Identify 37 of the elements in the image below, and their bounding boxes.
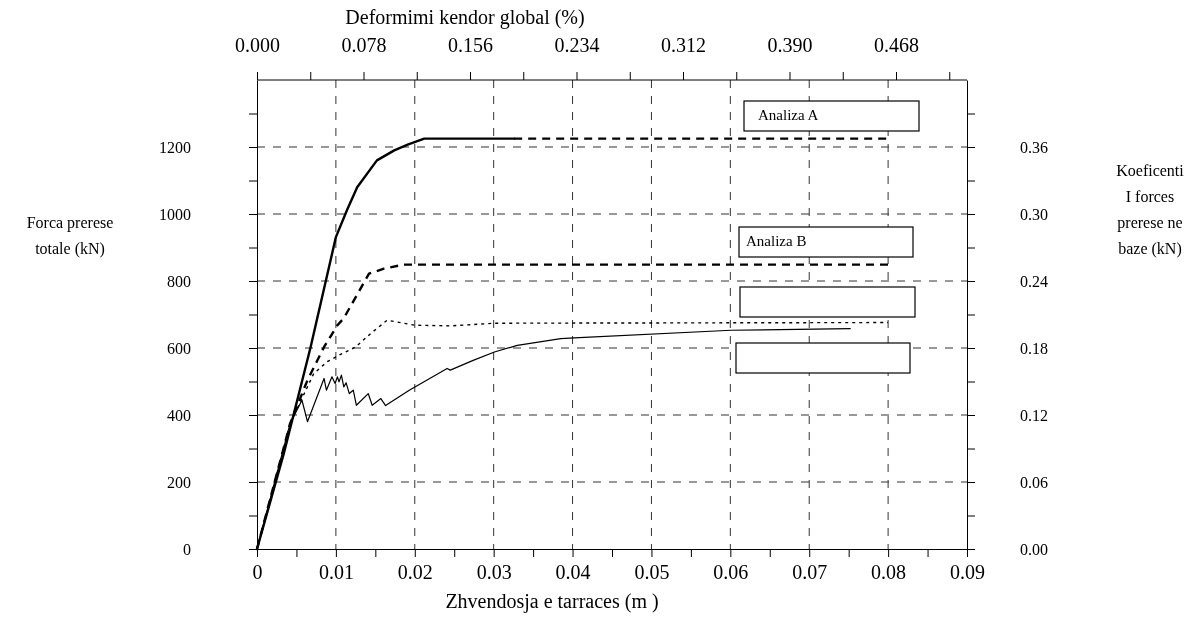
x-tick-label: 0.09 bbox=[950, 561, 985, 584]
y2-tick-label: 0.36 bbox=[1020, 138, 1048, 156]
x-tick-label: 0.02 bbox=[397, 561, 433, 584]
y2-tick-label: 0.30 bbox=[1020, 205, 1048, 223]
y2-axis-title: Koeficenti I forces prerese ne baze (kN) bbox=[1116, 162, 1185, 258]
x-tick-label: 0 bbox=[252, 561, 263, 584]
x-tick-label: 0.05 bbox=[634, 561, 670, 584]
x2-tick-label: 0.390 bbox=[767, 34, 813, 56]
y-tick-label: 200 bbox=[167, 473, 191, 491]
x2-tick-label: 0.156 bbox=[448, 34, 493, 56]
x-axis-title: Zhvendosja e tarraces (m ) bbox=[445, 590, 659, 613]
y-tick-label: 1000 bbox=[159, 205, 191, 223]
y-tick-label: 600 bbox=[167, 339, 191, 357]
x-tick-label: 0.01 bbox=[318, 561, 354, 584]
y2-tick-label: 0.24 bbox=[1020, 272, 1048, 290]
y-tick-label: 0 bbox=[183, 540, 191, 558]
x2-tick-label: 0.000 bbox=[235, 34, 280, 56]
y2-tick-label: 0.12 bbox=[1020, 406, 1048, 424]
x2-tick-label: 0.468 bbox=[874, 34, 919, 56]
x-tick-label: 0.06 bbox=[713, 561, 749, 584]
y-tick-label: 1200 bbox=[159, 138, 191, 156]
y-axis-title: Forca prerese totale (kN) bbox=[26, 214, 114, 258]
x2-tick-label: 0.078 bbox=[341, 34, 387, 56]
text: Analiza A bbox=[758, 107, 819, 123]
x2-axis-title: Deformimi kendor global (%) bbox=[345, 6, 585, 29]
x-tick-label: 0.03 bbox=[476, 561, 512, 584]
x-tick-label: 0.07 bbox=[792, 561, 828, 584]
series-label: Analiza B bbox=[746, 233, 807, 249]
y-tick-label: 400 bbox=[167, 406, 191, 424]
x-tick-label: 0.08 bbox=[871, 561, 907, 584]
y-tick-label: 800 bbox=[167, 272, 191, 290]
y2-tick-label: 0.18 bbox=[1020, 339, 1048, 357]
y2-tick-label: 0.00 bbox=[1020, 540, 1048, 558]
x2-tick-label: 0.234 bbox=[554, 34, 600, 56]
y2-tick-label: 0.06 bbox=[1020, 473, 1048, 491]
x-tick-label: 0.04 bbox=[555, 561, 591, 584]
x2-tick-label: 0.312 bbox=[661, 34, 706, 56]
